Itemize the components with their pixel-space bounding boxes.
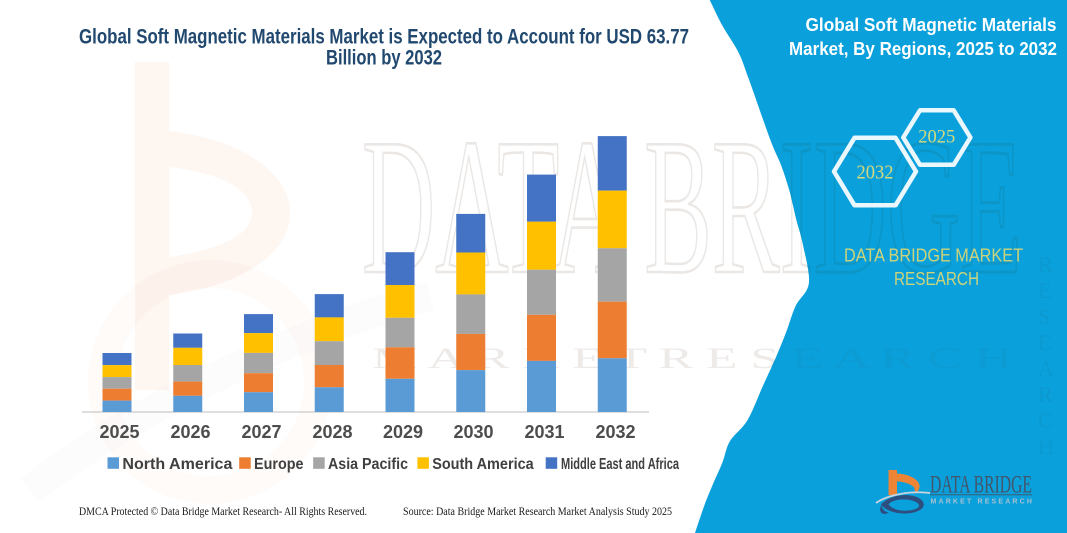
svg-text:Middle East and Africa: Middle East and Africa [561, 456, 679, 473]
svg-text:H: H [1038, 434, 1054, 459]
svg-text:2027: 2027 [241, 422, 281, 442]
svg-text:2026: 2026 [170, 422, 210, 442]
svg-text:Source: Data Bridge Market Res: Source: Data Bridge Market Research Mark… [403, 506, 672, 518]
svg-text:2032: 2032 [857, 162, 894, 184]
svg-text:RESEARCH: RESEARCH [894, 269, 979, 289]
svg-text:South America: South America [432, 456, 534, 473]
svg-text:Europe: Europe [254, 456, 304, 473]
svg-text:Asia Pacific: Asia Pacific [328, 456, 408, 473]
svg-text:2031: 2031 [524, 422, 564, 442]
svg-text:2025: 2025 [99, 422, 139, 442]
svg-text:S: S [1038, 304, 1050, 329]
svg-text:Global Soft Magnetic Materials: Global Soft Magnetic Materials Market is… [79, 26, 689, 49]
svg-text:R: R [1038, 382, 1053, 407]
svg-text:E: E [1038, 278, 1051, 303]
svg-text:North America: North America [122, 456, 232, 473]
svg-text:Market, By Regions, 2025 to 20: Market, By Regions, 2025 to 2032 [789, 39, 1057, 59]
svg-text:Billion by 2032: Billion by 2032 [326, 46, 442, 69]
svg-text:A: A [1038, 356, 1054, 381]
svg-text:2030: 2030 [453, 422, 493, 442]
svg-text:DATA BRIDGE: DATA BRIDGE [930, 472, 1032, 499]
svg-text:DATA BRIDGE MARKET: DATA BRIDGE MARKET [844, 246, 1023, 266]
svg-text:E: E [1038, 330, 1051, 355]
svg-text:MARKET RESEARCH: MARKET RESEARCH [931, 499, 1035, 506]
svg-text:Global Soft Magnetic Materials: Global Soft Magnetic Materials [806, 15, 1057, 35]
svg-text:2029: 2029 [383, 422, 423, 442]
svg-text:C: C [1038, 408, 1053, 433]
svg-text:2032: 2032 [595, 422, 635, 442]
svg-text:2025: 2025 [918, 127, 955, 148]
svg-text:2028: 2028 [312, 422, 352, 442]
svg-text:R: R [1038, 252, 1053, 277]
svg-text:DMCA Protected © Data Bridge M: DMCA Protected © Data Bridge Market Rese… [79, 506, 367, 518]
